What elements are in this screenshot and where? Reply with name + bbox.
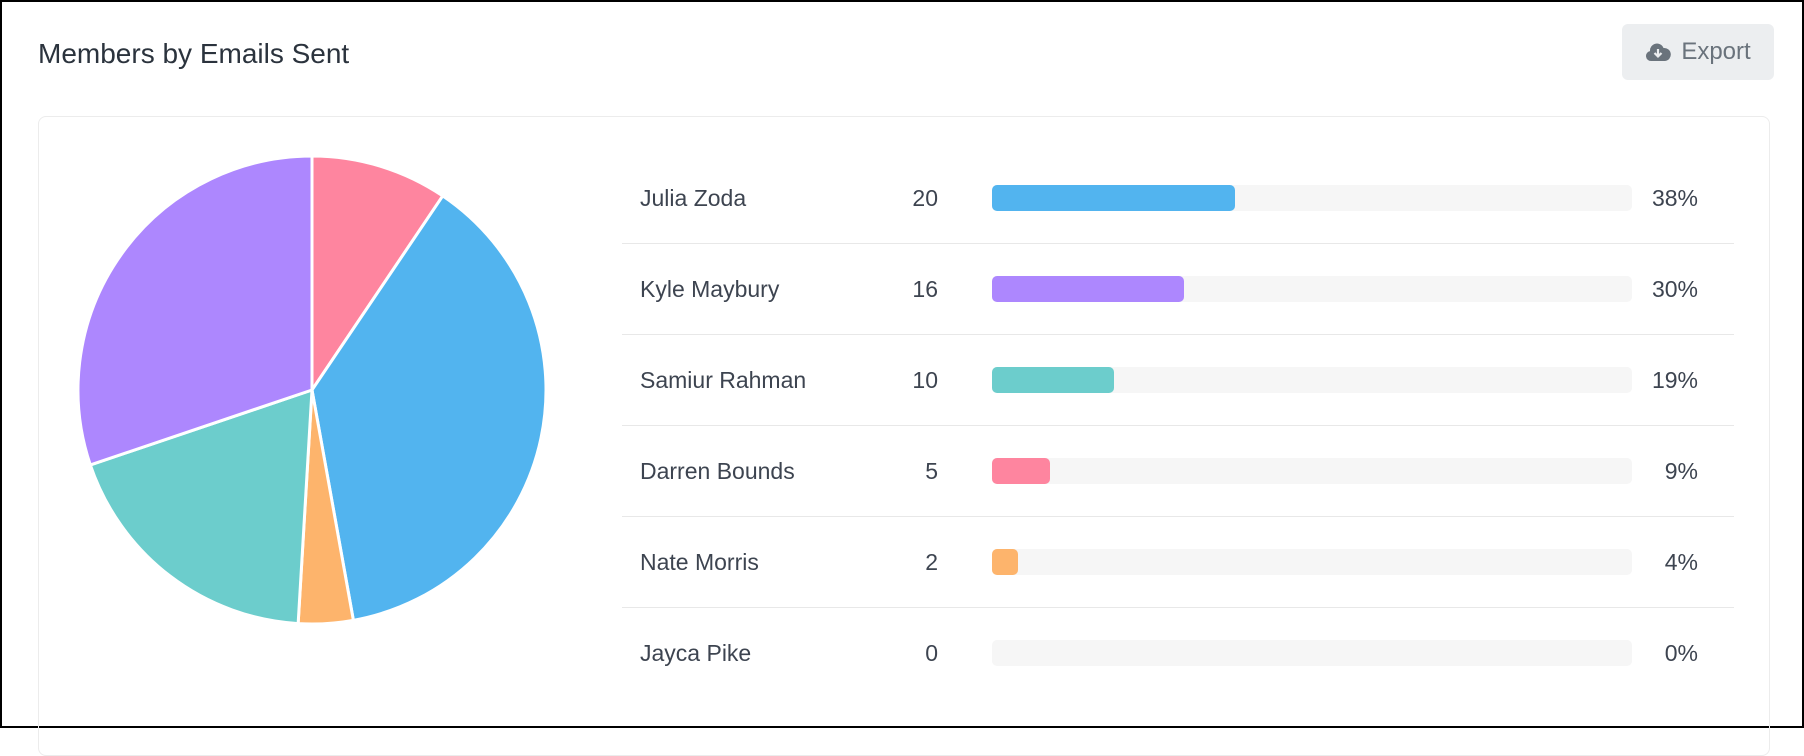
cloud-download-icon: [1646, 43, 1672, 61]
member-row: Samiur Rahman 10 19%: [622, 335, 1734, 426]
pie-slice-julia-zoda: [310, 193, 548, 623]
member-row: Kyle Maybury 16 30%: [622, 244, 1734, 335]
emails-count: 16: [912, 275, 938, 302]
progress-fill: [992, 367, 1114, 393]
member-row: Jayca Pike 0 0%: [622, 608, 1734, 698]
progress-track: [992, 185, 1632, 211]
progress-fill: [992, 549, 1018, 575]
pie-chart: [76, 154, 548, 626]
progress-track: [992, 276, 1632, 302]
emails-count: 20: [912, 184, 938, 211]
emails-count: 0: [925, 639, 938, 666]
emails-count: 5: [925, 457, 938, 484]
member-name: Jayca Pike: [640, 639, 752, 666]
member-row: Julia Zoda 20 38%: [622, 153, 1734, 244]
member-name: Kyle Maybury: [640, 275, 780, 302]
progress-fill: [992, 276, 1184, 302]
pie-slice-darren-bounds: [310, 154, 445, 395]
export-button[interactable]: Export: [1622, 24, 1774, 80]
member-name: Darren Bounds: [640, 457, 795, 484]
percent-label: 30%: [1651, 275, 1698, 302]
emails-count: 10: [912, 366, 938, 393]
member-name: Nate Morris: [640, 548, 759, 575]
members-list: Julia Zoda 20 38% Kyle Maybury 16 30% Sami…: [622, 153, 1734, 698]
export-label: Export: [1681, 38, 1751, 65]
progress-fill: [992, 458, 1050, 484]
progress-track: [992, 458, 1632, 484]
member-name: Julia Zoda: [640, 184, 747, 211]
pie-slice-kyle-maybury: [76, 154, 314, 467]
progress-track: [992, 640, 1632, 666]
member-row: Nate Morris 2 4%: [622, 517, 1734, 608]
percent-label: 9%: [1664, 457, 1698, 484]
member-name: Samiur Rahman: [640, 366, 807, 393]
percent-label: 19%: [1651, 366, 1698, 393]
progress-track: [992, 367, 1632, 393]
emails-count: 2: [925, 548, 938, 575]
member-row: Darren Bounds 5 9%: [622, 426, 1734, 517]
progress-fill: [992, 185, 1236, 211]
page-title: Members by Emails Sent: [38, 38, 350, 69]
percent-label: 4%: [1664, 548, 1698, 575]
percent-label: 38%: [1651, 184, 1698, 211]
progress-track: [992, 549, 1632, 575]
pie-slice-samiur-rahman: [88, 387, 314, 626]
percent-label: 0%: [1664, 639, 1698, 666]
